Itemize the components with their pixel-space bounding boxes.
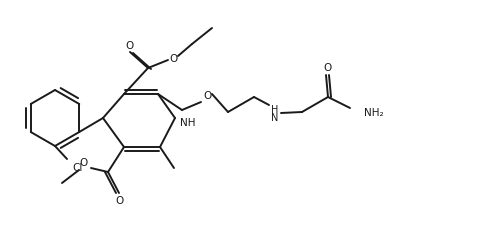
Text: O: O <box>80 158 88 168</box>
Text: O: O <box>125 41 133 51</box>
Text: N: N <box>271 113 279 123</box>
Text: O: O <box>323 63 331 73</box>
Text: O: O <box>170 54 178 64</box>
Text: NH₂: NH₂ <box>364 108 383 118</box>
Text: O: O <box>203 91 211 101</box>
Text: Cl: Cl <box>72 163 82 173</box>
Text: O: O <box>115 196 123 206</box>
Text: H: H <box>271 105 279 115</box>
Text: NH: NH <box>180 118 196 128</box>
